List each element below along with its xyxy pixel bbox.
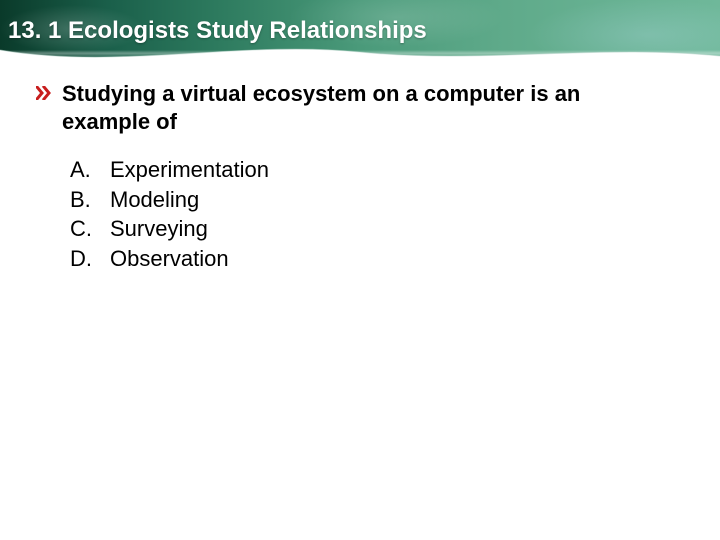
option-text: Surveying [110,214,208,244]
options-list: A. Experimentation B. Modeling C. Survey… [70,155,684,274]
option-b: B. Modeling [70,185,684,215]
option-d: D. Observation [70,244,684,274]
prompt-row: Studying a virtual ecosystem on a comput… [36,80,684,135]
option-c: C. Surveying [70,214,684,244]
double-chevron-right-icon [36,86,52,105]
option-text: Experimentation [110,155,269,185]
header-edge-highlight [0,50,720,58]
option-a: A. Experimentation [70,155,684,185]
slide-content: Studying a virtual ecosystem on a comput… [0,58,720,274]
option-text: Observation [110,244,229,274]
header-title: 13. 1 Ecologists Study Relationships [8,17,427,45]
question-prompt: Studying a virtual ecosystem on a comput… [62,80,652,135]
option-text: Modeling [110,185,199,215]
option-letter: B. [70,185,94,215]
option-letter: D. [70,244,94,274]
option-letter: A. [70,155,94,185]
slide-header: 13. 1 Ecologists Study Relationships [0,0,720,58]
option-letter: C. [70,214,94,244]
